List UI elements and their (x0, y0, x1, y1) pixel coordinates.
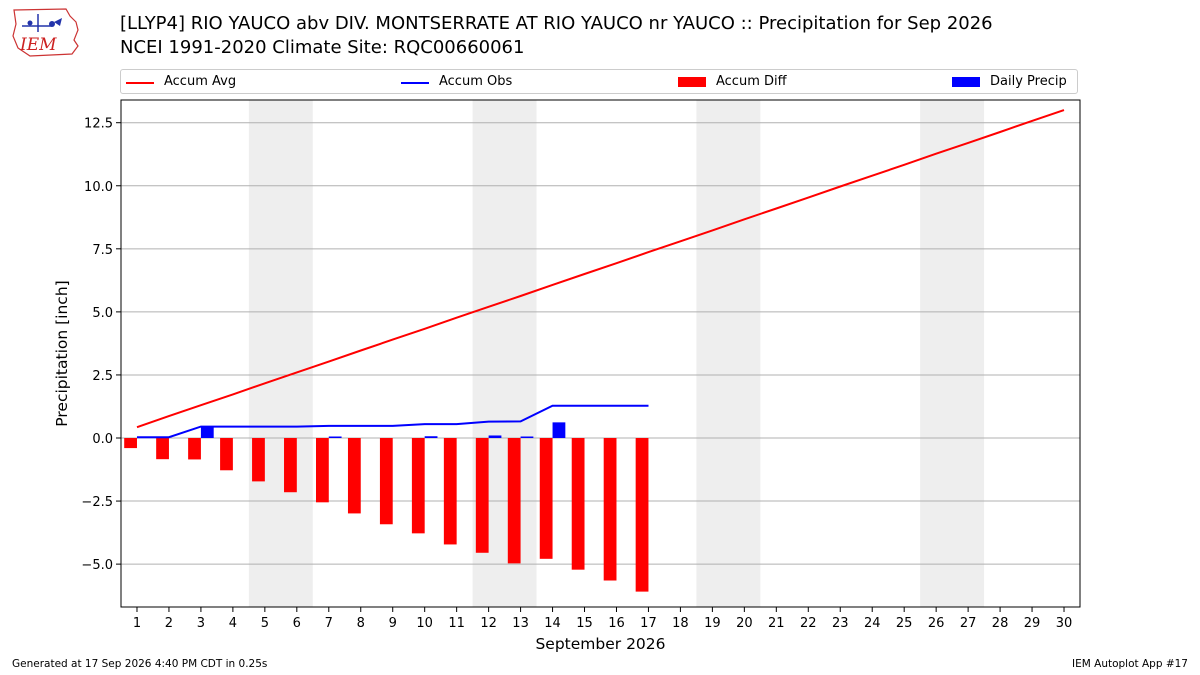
accum-diff-bar (252, 438, 265, 482)
accum-diff-bar (571, 438, 585, 570)
daily-precip-bar (552, 422, 566, 438)
legend-label: Daily Precip (990, 74, 1067, 89)
legend-swatch-accum-diff (678, 77, 706, 87)
x-tick-label: 25 (896, 616, 913, 631)
legend-swatch-daily-precip (952, 77, 980, 87)
y-tick-label: 7.5 (92, 243, 113, 258)
x-tick-label: 3 (197, 616, 205, 631)
x-tick-label: 11 (448, 616, 465, 631)
x-tick-label: 18 (672, 616, 689, 631)
x-tick-label: 9 (389, 616, 397, 631)
x-tick-label: 16 (608, 616, 625, 631)
accum-diff-bar (315, 438, 329, 503)
x-tick-label: 12 (480, 616, 497, 631)
x-tick-label: 19 (704, 616, 721, 631)
daily-precip-bar (520, 436, 534, 438)
weekend-shade (920, 100, 985, 607)
accum-diff-bar (347, 438, 361, 514)
x-tick-label: 23 (832, 616, 849, 631)
x-tick-label: 1 (133, 616, 141, 631)
chart-subtitle: NCEI 1991-2020 Climate Site: RQC00660061 (120, 37, 525, 58)
accum-diff-bar (156, 438, 169, 460)
x-tick-label: 10 (416, 616, 433, 631)
y-tick-label: 10.0 (84, 180, 113, 195)
accum-diff-bar (475, 438, 489, 553)
y-tick-label: 12.5 (84, 117, 113, 132)
x-tick-label: 6 (293, 616, 301, 631)
accum-diff-bar (635, 438, 649, 592)
daily-precip-bar (424, 436, 438, 438)
accum-diff-bar (220, 438, 233, 471)
x-tick-label: 14 (544, 616, 561, 631)
x-tick-label: 5 (261, 616, 269, 631)
legend-swatch-accum-obs (401, 82, 429, 84)
footer-generated: Generated at 17 Sep 2026 4:40 PM CDT in … (12, 658, 268, 670)
x-tick-label: 17 (640, 616, 657, 631)
x-tick-label: 21 (768, 616, 785, 631)
y-tick-label: −2.5 (81, 495, 113, 510)
x-tick-label: 24 (864, 616, 881, 631)
legend-label: Accum Diff (716, 74, 787, 89)
accum-diff-bar (188, 438, 201, 460)
legend-swatch-accum-avg (126, 82, 154, 84)
x-tick-label: 29 (1024, 616, 1041, 631)
daily-precip-bar (328, 436, 342, 438)
x-tick-label: 26 (928, 616, 945, 631)
accum-diff-bar (507, 438, 521, 564)
weekend-shade (248, 100, 313, 607)
x-tick-label: 13 (512, 616, 529, 631)
legend: Accum Avg Accum Obs Accum Diff Daily Pre… (120, 69, 1078, 94)
accum-diff-bar (539, 438, 553, 559)
y-tick-label: −5.0 (81, 558, 113, 573)
accum-diff-bar (443, 438, 457, 545)
x-axis-label: September 2026 (535, 635, 665, 653)
x-tick-label: 28 (992, 616, 1009, 631)
weekend-shade (696, 100, 761, 607)
accum-diff-bar (284, 438, 297, 493)
iem-logo: IEM (12, 8, 79, 57)
accum-obs-line (137, 404, 649, 439)
chart-title: [LLYP4] RIO YAUCO abv DIV. MONTSERRATE A… (120, 13, 993, 34)
x-tick-label: 27 (960, 616, 977, 631)
legend-label: Accum Avg (164, 74, 237, 89)
x-tick-label: 8 (357, 616, 365, 631)
x-tick-label: 7 (325, 616, 333, 631)
accum-diff-bar (603, 438, 617, 581)
footer-app: IEM Autoplot App #17 (1072, 658, 1188, 670)
plot-frame (120, 99, 1081, 608)
legend-label: Accum Obs (439, 74, 513, 89)
x-tick-label: 20 (736, 616, 753, 631)
y-tick-label: 0.0 (92, 432, 113, 447)
accum-diff-bar (411, 438, 425, 534)
accum-diff-bar (124, 438, 137, 449)
y-tick-label: 2.5 (92, 369, 113, 384)
x-tick-label: 2 (165, 616, 173, 631)
daily-precip-bar (488, 435, 502, 438)
accum-diff-bar (379, 438, 393, 525)
accum-avg-line (136, 109, 1065, 429)
daily-precip-bar (200, 427, 214, 438)
y-tick-label: 5.0 (92, 306, 113, 321)
x-tick-label: 4 (229, 616, 237, 631)
x-tick-label: 15 (576, 616, 593, 631)
logo-text: IEM (19, 35, 57, 55)
x-tick-label: 30 (1056, 616, 1073, 631)
x-tick-label: 22 (800, 616, 817, 631)
y-axis-label: Precipitation [inch] (53, 280, 71, 426)
